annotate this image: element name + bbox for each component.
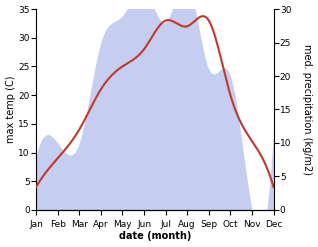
Y-axis label: max temp (C): max temp (C) (5, 76, 16, 143)
Y-axis label: med. precipitation (kg/m2): med. precipitation (kg/m2) (302, 44, 313, 175)
X-axis label: date (month): date (month) (119, 231, 191, 242)
